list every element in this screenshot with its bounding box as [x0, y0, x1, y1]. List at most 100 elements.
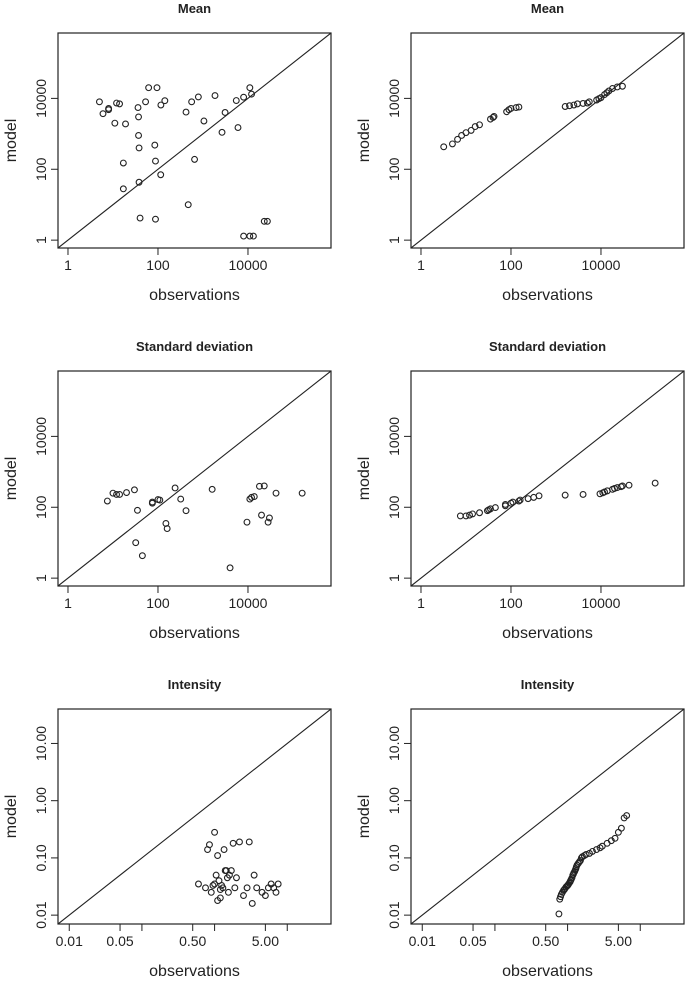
- data-point: [611, 834, 619, 842]
- chart-title: Mean: [531, 1, 564, 16]
- x-tick-label: 0.01: [409, 933, 436, 949]
- y-tick-label: 0.10: [33, 844, 49, 871]
- y-axis-label: model: [356, 119, 373, 163]
- data-point: [111, 119, 119, 127]
- chart-panel-2: Mean 1 100 10000 1 100 10000 observations model: [356, 1, 685, 304]
- data-point: [249, 232, 257, 240]
- y-axis-label: model: [3, 795, 20, 839]
- data-point: [208, 485, 216, 493]
- data-point: [200, 117, 208, 125]
- data-point: [99, 110, 107, 118]
- data-point: [222, 867, 230, 875]
- data-point: [448, 140, 456, 148]
- x-axis-label: observations: [502, 625, 593, 642]
- y-tick-label: 1.00: [33, 787, 49, 814]
- x-tick-label: 1: [417, 257, 425, 273]
- data-point: [260, 217, 268, 225]
- data-point: [211, 92, 219, 100]
- x-tick-label: 1: [64, 595, 72, 611]
- data-point: [614, 828, 622, 836]
- x-tick-label: 10000: [229, 257, 268, 273]
- data-point: [256, 482, 263, 490]
- data-point: [248, 493, 255, 501]
- data-point: [152, 215, 159, 223]
- data-point: [582, 850, 590, 858]
- data-point: [216, 894, 224, 902]
- data-point: [236, 838, 243, 846]
- y-tick-label: 10000: [33, 79, 49, 118]
- data-point: [579, 99, 587, 107]
- data-point: [188, 98, 196, 106]
- data-point: [258, 511, 265, 519]
- data-point: [471, 123, 479, 131]
- plot-frame: [410, 708, 685, 925]
- y-tick-label: 10000: [33, 417, 49, 456]
- data-point: [250, 493, 258, 501]
- y-tick-label: 1: [33, 236, 49, 244]
- x-axis-label: observations: [149, 963, 240, 980]
- data-point: [211, 828, 219, 836]
- x-tick-label: 10000: [582, 257, 621, 273]
- y-axis-label: model: [356, 457, 373, 501]
- x-axis-label: observations: [149, 625, 240, 642]
- data-point: [163, 525, 171, 533]
- data-point: [573, 100, 581, 108]
- x-tick-label: 1: [64, 257, 72, 273]
- data-point: [184, 201, 192, 209]
- y-axis-label: model: [356, 795, 373, 839]
- data-point: [153, 84, 161, 92]
- data-point: [214, 852, 222, 859]
- data-point: [264, 518, 272, 526]
- data-point: [135, 113, 142, 121]
- data-point: [206, 841, 213, 849]
- data-point: [585, 98, 593, 106]
- data-point: [148, 498, 156, 506]
- data-point: [246, 232, 254, 240]
- data-point: [263, 217, 271, 225]
- data-point: [298, 489, 306, 497]
- data-point: [469, 510, 477, 518]
- x-tick-label: 0.05: [459, 933, 486, 949]
- chart-title: Standard deviation: [136, 339, 253, 354]
- data-point: [561, 103, 569, 110]
- data-point: [224, 888, 232, 896]
- data-point: [253, 884, 261, 892]
- data-point: [593, 846, 600, 853]
- data-point: [598, 842, 606, 850]
- identity-line: [411, 33, 684, 248]
- x-tick-label: 0.05: [106, 933, 133, 949]
- data-point: [145, 84, 153, 92]
- y-tick-label: 100: [386, 495, 402, 519]
- x-tick-label: 100: [499, 257, 523, 273]
- data-point: [440, 143, 448, 151]
- x-tick-label: 5.00: [252, 933, 279, 949]
- data-point: [260, 482, 268, 490]
- data-point: [272, 489, 280, 497]
- identity-line: [411, 371, 684, 586]
- x-axis-label: observations: [502, 963, 593, 980]
- data-point: [617, 824, 625, 832]
- data-point: [491, 504, 499, 512]
- data-point: [232, 97, 240, 104]
- data-point: [119, 159, 127, 167]
- data-point: [625, 481, 633, 489]
- x-axis-label: observations: [502, 287, 593, 304]
- data-point: [219, 884, 227, 892]
- data-point: [243, 518, 251, 526]
- data-point: [182, 108, 190, 116]
- data-point: [509, 498, 517, 506]
- data-point: [489, 113, 497, 121]
- data-point: [105, 106, 113, 114]
- data-point: [226, 564, 234, 572]
- data-point: [218, 128, 226, 136]
- data-point: [233, 874, 240, 882]
- y-tick-label: 100: [386, 157, 402, 181]
- plot-frame: [57, 32, 332, 249]
- data-point: [142, 98, 150, 106]
- data-point: [161, 97, 169, 105]
- data-point: [515, 103, 523, 111]
- data-point: [265, 514, 273, 522]
- identity-line: [58, 709, 331, 924]
- y-tick-label: 100: [33, 495, 49, 519]
